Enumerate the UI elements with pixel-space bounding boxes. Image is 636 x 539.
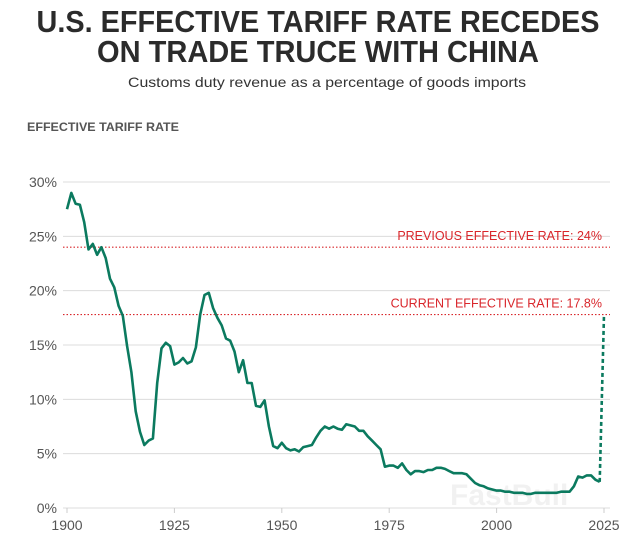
series-line-solid xyxy=(65,191,601,496)
chart-title-line2: ON TRADE TRUCE WITH CHINA xyxy=(97,34,539,69)
y-tick-label: 20% xyxy=(29,283,57,299)
x-tick-label: 2000 xyxy=(481,517,512,533)
reference-line-label: PREVIOUS EFFECTIVE RATE: 24% xyxy=(397,229,602,243)
chart-subtitle: Customs duty revenue as a percentage of … xyxy=(128,74,526,90)
x-tick-label: 1975 xyxy=(374,517,405,533)
x-tick-label: 2025 xyxy=(588,517,619,533)
y-tick-label: 25% xyxy=(29,228,57,244)
x-axis-ticks: 1900 1925 1950 1975 2000 2025 xyxy=(51,508,620,533)
y-tick-label: 10% xyxy=(29,391,57,407)
y-axis-label: EFFECTIVE TARIFF RATE xyxy=(27,120,179,134)
x-tick-label: 1950 xyxy=(266,517,297,533)
y-tick-label: 15% xyxy=(29,337,57,353)
y-axis-ticks: 0% 5% 10% 15% 20% 25% 30% xyxy=(29,174,57,516)
y-tick-label: 0% xyxy=(37,500,57,516)
y-tick-label: 30% xyxy=(29,174,57,190)
x-tick-label: 1900 xyxy=(51,517,82,533)
chart-title: U.S. EFFECTIVE TARIFF RATE RECEDES xyxy=(37,4,600,39)
watermark-logo: FastBull xyxy=(450,479,568,512)
series-line-dashed xyxy=(598,314,606,482)
gridlines xyxy=(63,181,610,509)
reference-lines: PREVIOUS EFFECTIVE RATE: 24% CURRENT EFFE… xyxy=(63,229,610,316)
x-tick-label: 1925 xyxy=(159,517,190,533)
series-group xyxy=(65,191,606,496)
reference-line-label: CURRENT EFFECTIVE RATE: 17.8% xyxy=(391,297,602,311)
y-tick-label: 5% xyxy=(37,446,57,462)
